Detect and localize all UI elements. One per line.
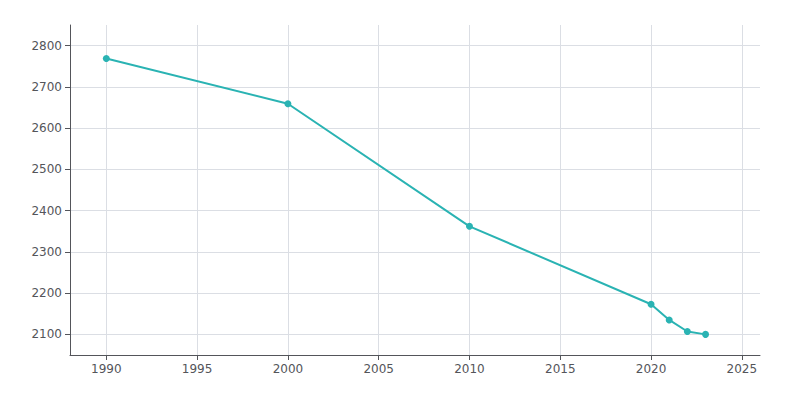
svg-text:2600: 2600 <box>31 121 62 135</box>
svg-text:2015: 2015 <box>545 362 576 376</box>
svg-text:2200: 2200 <box>31 286 62 300</box>
svg-text:2100: 2100 <box>31 327 62 341</box>
svg-text:1990: 1990 <box>91 362 122 376</box>
svg-text:2800: 2800 <box>31 39 62 53</box>
svg-text:2000: 2000 <box>273 362 304 376</box>
svg-text:2020: 2020 <box>636 362 667 376</box>
svg-text:2500: 2500 <box>31 162 62 176</box>
svg-text:2025: 2025 <box>727 362 758 376</box>
svg-text:2700: 2700 <box>31 80 62 94</box>
svg-text:2010: 2010 <box>454 362 485 376</box>
svg-text:2400: 2400 <box>31 204 62 218</box>
svg-text:2300: 2300 <box>31 245 62 259</box>
svg-text:2005: 2005 <box>363 362 394 376</box>
svg-text:1995: 1995 <box>182 362 213 376</box>
